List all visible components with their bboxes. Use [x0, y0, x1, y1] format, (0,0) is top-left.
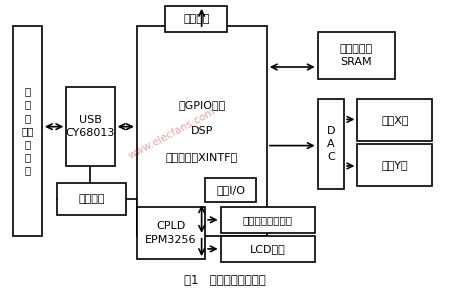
Bar — [137, 207, 205, 259]
Text: 扩展存储器
SRAM: 扩展存储器 SRAM — [340, 44, 373, 67]
Text: 计
算
机
（上
位
机
）: 计 算 机 （上 位 机 ） — [22, 86, 34, 176]
Text: 控制信号: 控制信号 — [78, 195, 105, 204]
Text: D
A
C: D A C — [327, 126, 335, 162]
Bar — [14, 26, 42, 236]
Text: 扩展I/O: 扩展I/O — [216, 185, 245, 195]
Bar — [58, 184, 126, 215]
Text: CPLD
EPM3256: CPLD EPM3256 — [145, 221, 197, 244]
Bar — [357, 144, 432, 186]
Bar — [205, 178, 256, 202]
Text: www.elecfans.com: www.elecfans.com — [127, 107, 217, 161]
Text: 激光能量: 激光能量 — [183, 14, 210, 24]
Bar — [318, 32, 395, 79]
Text: USB
CY68013: USB CY68013 — [66, 115, 115, 138]
Text: （GPIO口）

DSP

（外部接口XINTF）: （GPIO口） DSP （外部接口XINTF） — [166, 99, 238, 162]
Text: 扩展中断（按键）: 扩展中断（按键） — [243, 215, 293, 225]
Bar — [137, 26, 267, 236]
Text: 振镜Y轴: 振镜Y轴 — [382, 160, 408, 170]
Bar — [357, 99, 432, 141]
Bar — [318, 99, 344, 189]
Bar — [166, 6, 227, 32]
Text: 图1   控制器的原理框图: 图1 控制器的原理框图 — [184, 274, 266, 287]
Text: LCD显示: LCD显示 — [250, 244, 286, 254]
Bar — [66, 87, 115, 166]
Bar — [220, 236, 315, 262]
Text: 振镜X轴: 振镜X轴 — [381, 115, 409, 125]
Bar — [220, 207, 315, 233]
